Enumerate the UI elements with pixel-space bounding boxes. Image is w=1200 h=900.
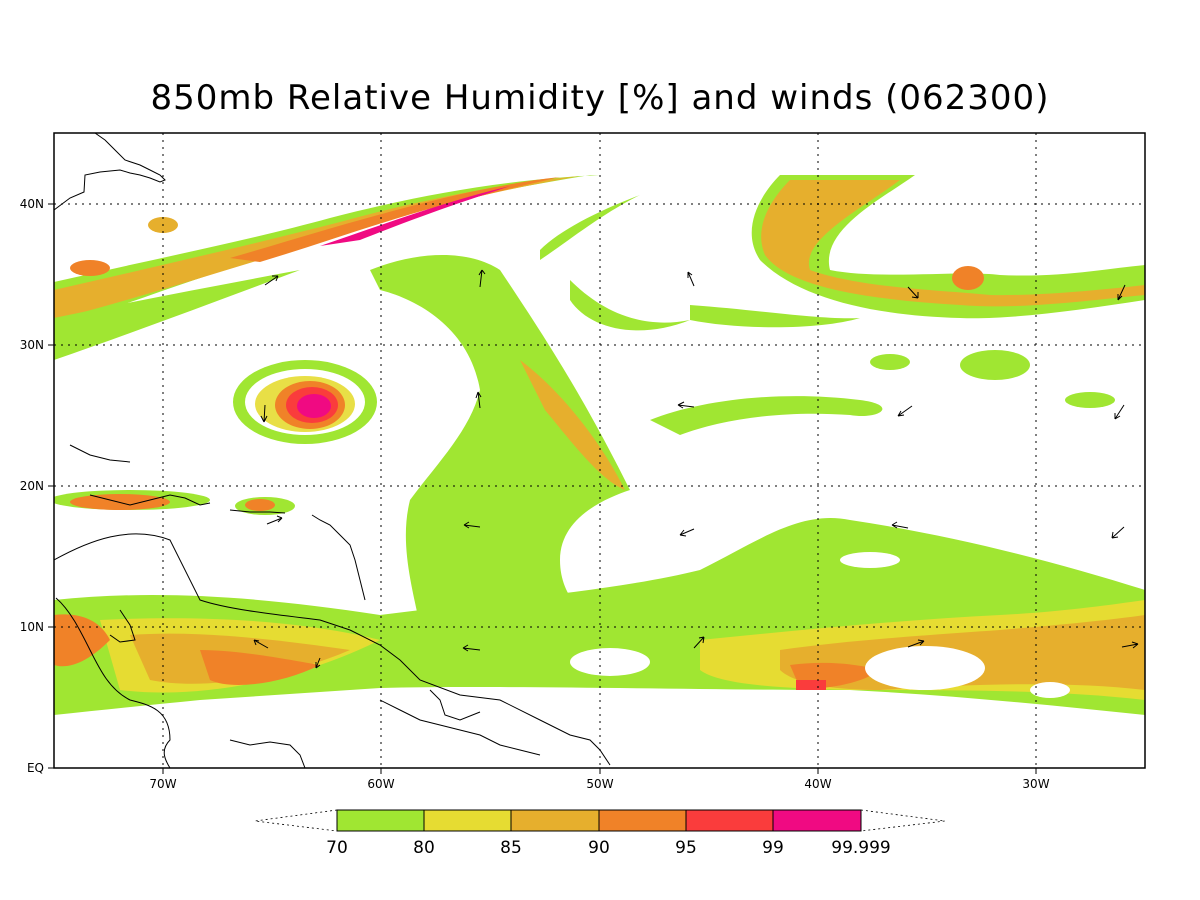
colorbar-right-extension: [860, 809, 946, 832]
colorbar-swatch-70-80: [336, 809, 425, 832]
lat-label-20n: 20N: [20, 479, 44, 493]
colorbar-label-95: 95: [675, 838, 697, 858]
colorbar-swatch-99-99999: [772, 809, 862, 832]
colorbar-swatch-80-85: [423, 809, 512, 832]
colorbar-left-extension: [254, 809, 338, 832]
coastlines: [54, 133, 611, 768]
lon-label-40w: 40W: [804, 777, 831, 791]
map-title: 850mb Relative Humidity [%] and winds (0…: [150, 78, 1050, 118]
lon-label-60w: 60W: [367, 777, 394, 791]
colorbar-swatch-95-99: [685, 809, 774, 832]
graticule: [54, 133, 1145, 768]
colorbar-label-70: 70: [326, 838, 348, 858]
colorbar-label-85: 85: [500, 838, 522, 858]
colorbar-label-80: 80: [413, 838, 435, 858]
lat-label-eq: EQ: [27, 761, 44, 775]
lat-label-30n: 30N: [20, 338, 44, 352]
colorbar-label-99999: 99.999: [831, 838, 890, 858]
colorbar-swatch-85-90: [510, 809, 600, 832]
colorbar-label-99: 99: [762, 838, 784, 858]
lon-label-70w: 70W: [149, 777, 176, 791]
tick-marks: [48, 203, 1037, 774]
colorbar-label-90: 90: [588, 838, 610, 858]
humidity-field: [54, 175, 1145, 715]
lon-label-30w: 30W: [1022, 777, 1049, 791]
lon-label-50w: 50W: [586, 777, 613, 791]
wind-vectors: [253, 269, 1139, 669]
colorbar-swatch-90-95: [598, 809, 687, 832]
lat-label-40n: 40N: [20, 197, 44, 211]
lat-label-10n: 10N: [20, 620, 44, 634]
colorbar: 70 80 85 90 95 99 99.999: [254, 809, 946, 858]
